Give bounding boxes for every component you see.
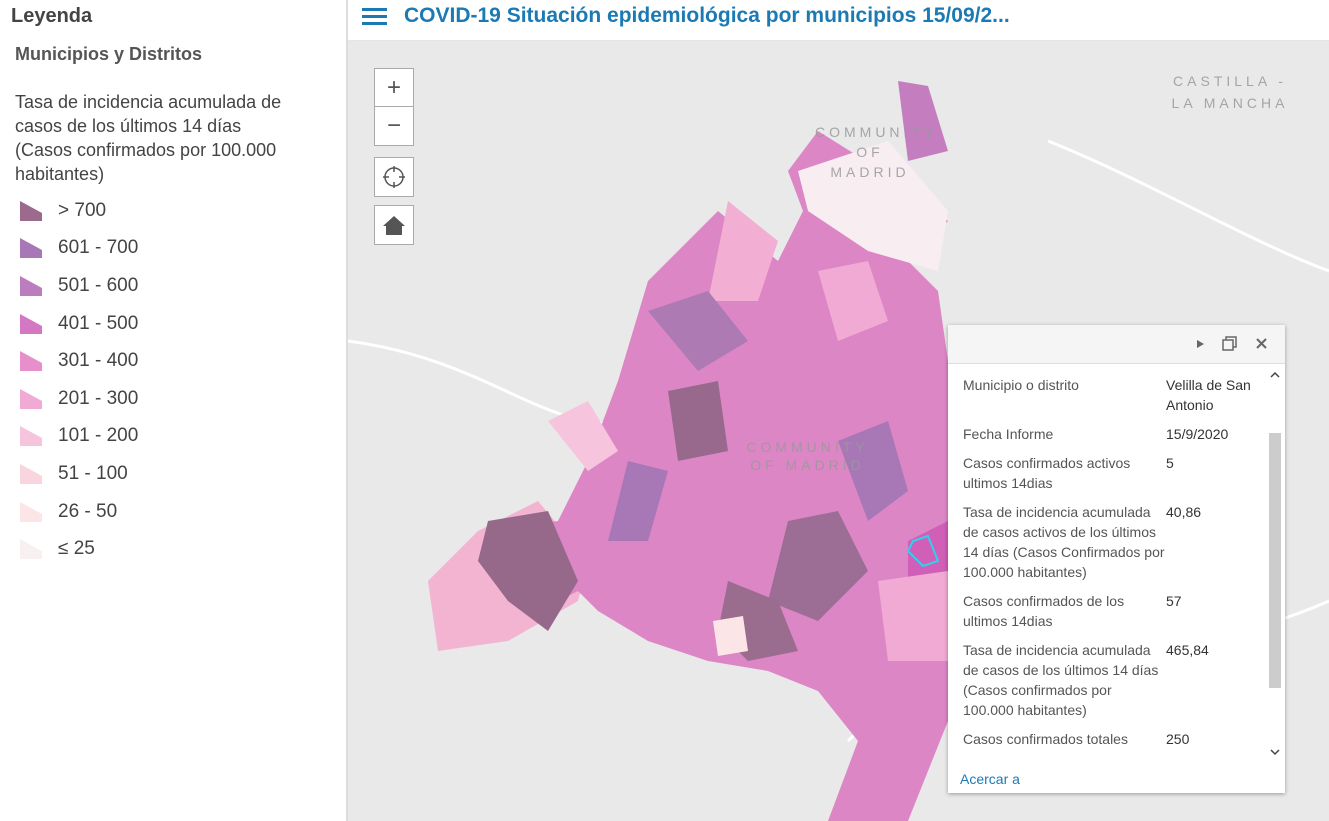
legend-label: 401 - 500 — [58, 312, 139, 334]
popup-toolbar — [948, 325, 1285, 364]
legend-swatch — [20, 463, 42, 484]
field-label: Casos confirmados totales — [963, 731, 1128, 747]
legend-label: 201 - 300 — [58, 387, 139, 409]
field-value: 465,84 — [1166, 642, 1209, 658]
popup-fields: Municipio o distrito Velilla de San Anton… — [963, 375, 1263, 758]
legend-item: 501 - 600 — [18, 267, 138, 305]
field-value: 40,86 — [1166, 504, 1202, 520]
swatch-shape — [20, 275, 42, 296]
field-label: Casos confirmados activos ultimos 14dias — [963, 455, 1131, 491]
field-row: Municipio o distrito Velilla de San Anton… — [963, 375, 1263, 415]
popup-actions[interactable] — [1177, 325, 1277, 363]
legend-swatch — [20, 426, 42, 447]
legend-label: 26 - 50 — [58, 500, 118, 522]
legend-item: 301 - 400 — [18, 342, 138, 380]
legend-swatch — [20, 238, 42, 259]
field-label: Tasa de incidencia acumulada de casos ac… — [963, 504, 1165, 580]
legend-label: 601 - 700 — [58, 237, 139, 259]
legend-label: 51 - 100 — [58, 462, 128, 484]
legend-item: 26 - 50 — [18, 493, 138, 531]
swatch-shape — [20, 388, 42, 409]
popup: Municipio o distrito Velilla de San Anton… — [948, 325, 1285, 793]
legend-swatch — [20, 388, 42, 409]
legend-swatch — [20, 313, 42, 334]
legend-swatch — [20, 351, 42, 372]
legend-swatch — [20, 501, 42, 522]
legend-panel: Leyenda Municipios y Distritos Tasa de i… — [0, 0, 348, 821]
field-value: 57 — [1166, 593, 1182, 609]
legend-swatch — [20, 275, 42, 296]
swatch-shape — [20, 313, 42, 334]
field-value: 5 — [1166, 455, 1174, 471]
swatch-shape — [20, 426, 42, 447]
locate-button[interactable] — [374, 157, 414, 197]
zoom-to-link[interactable]: Acercar a — [960, 771, 1020, 787]
field-value: 15/9/2020 — [1166, 426, 1229, 442]
legend-description: Tasa de incidencia acumulada de casos de… — [15, 92, 282, 184]
swatch-shape — [20, 463, 42, 484]
legend-label: > 700 — [58, 199, 107, 221]
field-label: Tasa de incidencia acumulada de casos de… — [963, 642, 1159, 718]
header: COVID-19 Situación epidemiológica por mu… — [348, 0, 1329, 41]
map-label: COMMUNITY OF MADRID — [815, 124, 938, 180]
legend-swatch — [20, 539, 42, 560]
legend-label: 301 - 400 — [58, 350, 139, 372]
map-label: CASTILLA - LA MANCHA — [1171, 73, 1289, 111]
legend-label: 101 - 200 — [58, 425, 139, 447]
legend-item: ≤ 25 — [18, 530, 138, 568]
field-label: Casos confirmados de los ultimos 14dias — [963, 593, 1125, 629]
swatch-shape — [20, 200, 42, 221]
zoom-out[interactable]: − — [374, 106, 414, 146]
legend-item: 51 - 100 — [18, 455, 138, 493]
home-button[interactable] — [374, 205, 414, 245]
legend-title: Leyenda — [11, 5, 93, 27]
legend-item: > 700 — [18, 192, 138, 230]
layer-title: Municipios y Distritos — [15, 44, 203, 64]
legend-item: 201 - 300 — [18, 380, 138, 418]
legend-items: > 700 601 - 700 501 - 600 401 - 500 301 - 40… — [18, 192, 138, 568]
legend-item: 101 - 200 — [18, 418, 138, 456]
field-row: Fecha Informe 15/9/2020 — [963, 424, 1263, 444]
field-row: Casos confirmados de los ultimos 14dias 5… — [963, 591, 1263, 631]
map-label: COMMUNITY OF MADRID — [746, 439, 869, 473]
field-value: Velilla de San Antonio — [1166, 377, 1251, 413]
zoom-in[interactable]: + — [374, 68, 414, 108]
field-label: Fecha Informe — [963, 426, 1054, 442]
legend-label: ≤ 25 — [58, 538, 95, 560]
swatch-shape — [20, 351, 42, 372]
field-row: Casos confirmados totales 250 — [963, 729, 1263, 749]
field-row: Tasa de incidencia acumulada de casos de… — [963, 640, 1263, 720]
swatch-shape — [20, 501, 42, 522]
legend-item: 601 - 700 — [18, 230, 138, 268]
legend-swatch — [20, 200, 42, 221]
menu-icon[interactable] — [362, 7, 388, 29]
field-row: Tasa de incidencia acumulada de casos ac… — [963, 502, 1263, 582]
field-value: 250 — [1166, 731, 1190, 747]
app-title: COVID-19 Situación epidemiológica por mu… — [404, 4, 1010, 27]
field-row: Casos confirmados activos ultimos 14dias… — [963, 453, 1263, 493]
legend-item: 401 - 500 — [18, 305, 138, 343]
legend-label: 501 - 600 — [58, 274, 139, 296]
field-label: Municipio o distrito — [963, 377, 1079, 393]
scrollbar[interactable] — [1265, 365, 1285, 765]
swatch-shape — [20, 539, 42, 560]
swatch-shape — [20, 238, 42, 259]
